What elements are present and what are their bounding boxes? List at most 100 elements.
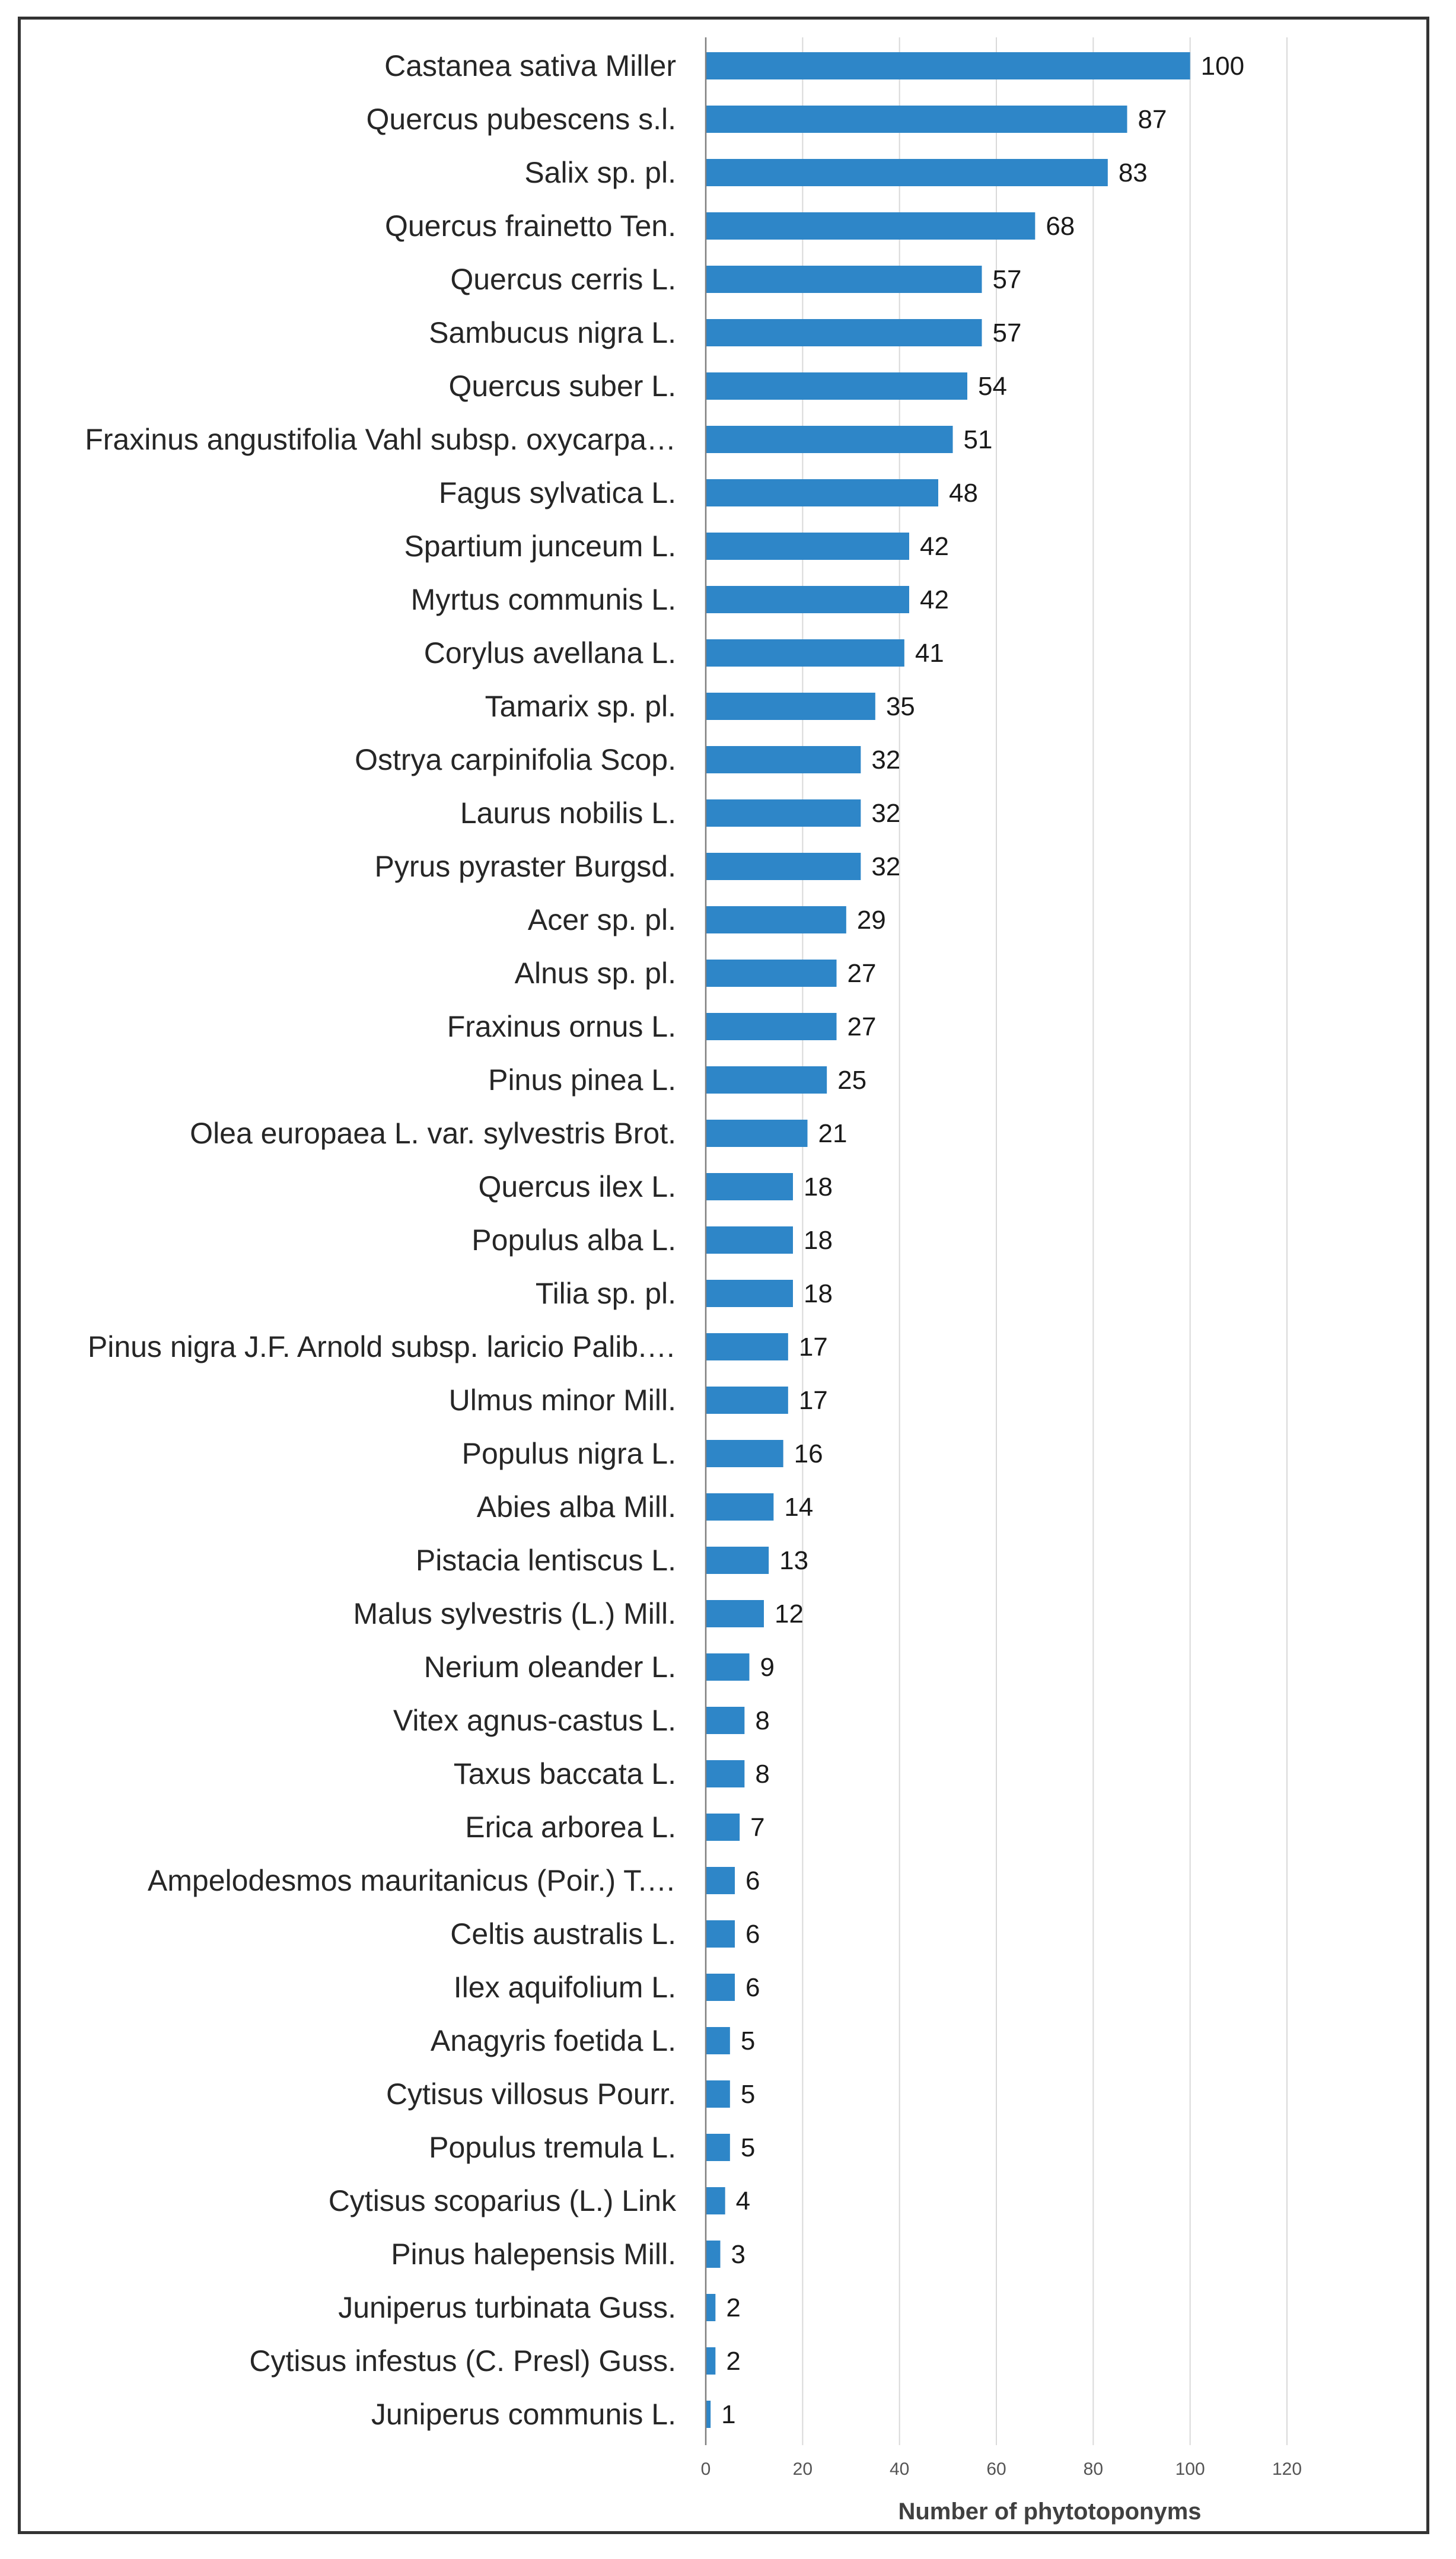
bar bbox=[706, 586, 909, 613]
category-label: Ilex aquifolium L. bbox=[454, 1971, 676, 2004]
category-label: Quercus ilex L. bbox=[479, 1170, 676, 1203]
bar bbox=[706, 1173, 793, 1200]
bar bbox=[706, 1493, 774, 1521]
bar bbox=[706, 1760, 745, 1787]
bar bbox=[706, 1653, 750, 1681]
x-axis-title: Number of phytotoponyms bbox=[898, 2499, 1201, 2525]
value-label: 57 bbox=[993, 318, 1022, 348]
bars bbox=[706, 52, 1190, 2428]
bar bbox=[706, 639, 904, 667]
bar bbox=[706, 1707, 745, 1734]
category-label: Myrtus communis L. bbox=[411, 583, 676, 616]
category-label: Taxus baccata L. bbox=[454, 1757, 676, 1790]
value-label: 54 bbox=[978, 372, 1007, 401]
category-label: Malus sylvestris (L.) Mill. bbox=[353, 1597, 676, 1630]
category-label: Alnus sp. pl. bbox=[515, 957, 676, 990]
category-label: Nerium oleander L. bbox=[424, 1650, 676, 1684]
value-label: 9 bbox=[760, 1653, 775, 1682]
bar bbox=[706, 479, 938, 506]
value-label: 8 bbox=[755, 1706, 769, 1735]
value-label: 2 bbox=[726, 2347, 740, 2376]
value-label: 12 bbox=[775, 1599, 804, 1629]
bar bbox=[706, 159, 1108, 186]
bar bbox=[706, 2294, 716, 2321]
category-label: Castanea sativa Miller bbox=[384, 49, 676, 82]
x-tick-label: 40 bbox=[890, 2459, 909, 2479]
value-label: 2 bbox=[726, 2293, 740, 2322]
bar bbox=[706, 52, 1190, 79]
bar bbox=[706, 960, 837, 987]
bar bbox=[706, 1814, 740, 1841]
category-label: Salix sp. pl. bbox=[524, 156, 676, 189]
value-label: 6 bbox=[745, 1973, 760, 2002]
bar bbox=[706, 533, 909, 560]
bar bbox=[706, 1867, 735, 1894]
bar-chart: Castanea sativa Miller Quercus pubescens … bbox=[85, 37, 1302, 2525]
value-label: 32 bbox=[871, 745, 900, 775]
value-label: 8 bbox=[755, 1760, 769, 1789]
bar bbox=[706, 1440, 783, 1467]
category-label: Quercus frainetto Ten. bbox=[385, 209, 676, 243]
value-label: 6 bbox=[745, 1866, 760, 1895]
value-label: 83 bbox=[1119, 158, 1148, 187]
category-label: Quercus pubescens s.l. bbox=[367, 103, 677, 136]
bar bbox=[706, 1333, 788, 1360]
category-label: Fraxinus ornus L. bbox=[447, 1010, 676, 1043]
value-label: 5 bbox=[741, 2133, 755, 2162]
category-label: Quercus cerris L. bbox=[450, 263, 676, 296]
category-label: Ostrya carpinifolia Scop. bbox=[355, 743, 676, 776]
category-label: Erica arborea L. bbox=[465, 1811, 676, 1844]
value-label: 87 bbox=[1138, 105, 1167, 134]
category-label: Ampelodesmos mauritanicus (Poir.) T.… bbox=[148, 1864, 676, 1897]
value-label: 1 bbox=[721, 2400, 735, 2429]
value-label: 57 bbox=[993, 265, 1022, 294]
bar bbox=[706, 1920, 735, 1948]
bar bbox=[706, 853, 861, 880]
value-label: 27 bbox=[848, 959, 877, 988]
value-label: 7 bbox=[750, 1813, 764, 1842]
bar bbox=[706, 106, 1127, 133]
bar bbox=[706, 2187, 725, 2214]
value-label: 42 bbox=[920, 585, 949, 614]
category-label: Quercus suber L. bbox=[448, 369, 676, 403]
value-label: 42 bbox=[920, 532, 949, 561]
category-label: Laurus nobilis L. bbox=[460, 796, 676, 830]
value-label: 48 bbox=[949, 479, 978, 508]
category-label: Cytisus villosus Pourr. bbox=[386, 2077, 676, 2111]
value-label: 51 bbox=[964, 425, 993, 454]
x-tick-label: 100 bbox=[1175, 2459, 1205, 2479]
x-tick-label: 0 bbox=[701, 2459, 711, 2479]
category-label: Pyrus pyraster Burgsd. bbox=[374, 850, 676, 883]
bar bbox=[706, 1120, 808, 1147]
category-label: Tilia sp. pl. bbox=[536, 1277, 676, 1310]
value-label: 27 bbox=[848, 1012, 877, 1041]
bar bbox=[706, 1974, 735, 2001]
category-label: Vitex agnus-castus L. bbox=[393, 1704, 676, 1737]
category-label: Juniperus turbinata Guss. bbox=[338, 2291, 676, 2324]
value-label: 25 bbox=[837, 1066, 866, 1095]
bar bbox=[706, 746, 861, 773]
category-label: Cytisus infestus (C. Presl) Guss. bbox=[249, 2344, 676, 2378]
value-label: 18 bbox=[804, 1172, 833, 1202]
bar bbox=[706, 2347, 716, 2375]
bar bbox=[706, 2080, 730, 2108]
category-label: Anagyris foetida L. bbox=[431, 2024, 676, 2057]
value-label: 68 bbox=[1046, 212, 1075, 241]
bar bbox=[706, 212, 1036, 240]
value-label: 3 bbox=[731, 2240, 745, 2269]
bar bbox=[706, 426, 953, 453]
category-label: Spartium junceum L. bbox=[404, 530, 676, 563]
category-label: Populus tremula L. bbox=[429, 2131, 676, 2164]
category-label: Abies alba Mill. bbox=[477, 1490, 676, 1524]
category-label: Pinus pinea L. bbox=[488, 1063, 676, 1097]
bar bbox=[706, 1013, 837, 1040]
x-tick-label: 80 bbox=[1084, 2459, 1103, 2479]
value-label: 17 bbox=[799, 1333, 828, 1362]
category-label: Ulmus minor Mill. bbox=[449, 1384, 676, 1417]
bar bbox=[706, 906, 846, 933]
chart-frame: Castanea sativa Miller Quercus pubescens … bbox=[18, 17, 1429, 2534]
bar bbox=[706, 693, 875, 720]
x-tick-label: 60 bbox=[986, 2459, 1006, 2479]
category-label: Populus alba L. bbox=[471, 1223, 676, 1257]
value-label: 5 bbox=[741, 2080, 755, 2109]
